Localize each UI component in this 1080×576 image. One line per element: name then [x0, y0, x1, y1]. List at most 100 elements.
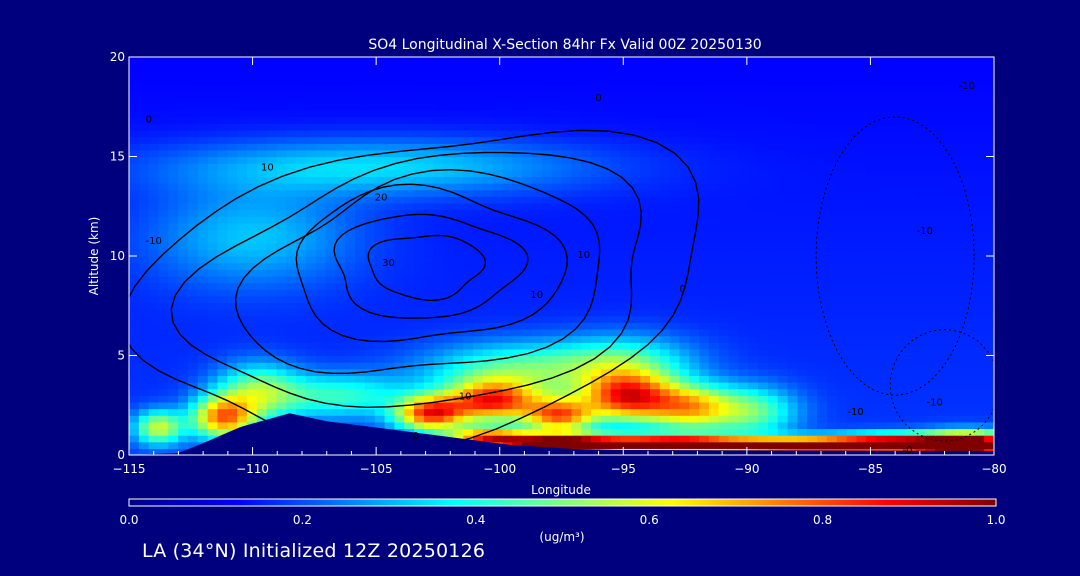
heatmap-cell [384, 176, 395, 184]
heatmap-cell [866, 382, 877, 390]
heatmap-cell [404, 110, 415, 118]
heatmap-cell [620, 163, 631, 171]
heatmap-cell [758, 202, 769, 211]
heatmap-cell [532, 262, 543, 270]
heatmap-cell [158, 229, 169, 237]
heatmap-cell [738, 408, 749, 416]
heatmap-cell [787, 421, 799, 430]
heatmap-cell [964, 256, 975, 264]
heatmap-cell [640, 76, 651, 85]
heatmap-cell [364, 209, 376, 217]
heatmap-cell [443, 96, 454, 105]
heatmap-cell [640, 136, 651, 144]
heatmap-cell [158, 421, 169, 430]
heatmap-cell [640, 209, 651, 217]
heatmap-cell [345, 222, 356, 231]
heatmap-cell [836, 322, 848, 330]
heatmap-cell [414, 269, 425, 277]
heatmap-cell [355, 256, 366, 264]
heatmap-cell [394, 275, 405, 284]
heatmap-cell [767, 328, 779, 337]
heatmap-cell [581, 421, 592, 430]
heatmap-cell [728, 395, 740, 403]
heatmap-cell [492, 335, 504, 343]
heatmap-cell [895, 136, 907, 144]
heatmap-cell [571, 110, 582, 118]
heatmap-cell [758, 362, 769, 370]
heatmap-cell [885, 222, 897, 231]
heatmap-cell [915, 382, 926, 390]
heatmap-cell [443, 163, 454, 171]
heatmap-cell [325, 103, 337, 111]
heatmap-cell [885, 242, 897, 250]
heatmap-cell [473, 189, 484, 197]
heatmap-cell [708, 355, 720, 363]
heatmap-cell [925, 229, 936, 237]
heatmap-cell [748, 428, 759, 436]
heatmap-cell [974, 262, 985, 270]
heatmap-cell [974, 382, 985, 390]
heatmap-cell [689, 282, 700, 290]
heatmap-cell [581, 388, 592, 396]
heatmap-cell [404, 249, 415, 257]
heatmap-cell [610, 110, 622, 118]
heatmap-cell [404, 309, 415, 317]
heatmap-cell [364, 103, 376, 111]
heatmap-cell [925, 408, 936, 416]
heatmap-cell [738, 421, 749, 430]
heatmap-cell [404, 415, 415, 423]
heatmap-cell [590, 169, 602, 177]
heatmap-cell [168, 76, 179, 85]
heatmap-cell [581, 96, 592, 105]
heatmap-cell [669, 229, 681, 237]
heatmap-cell [885, 275, 897, 284]
heatmap-cell [541, 368, 553, 376]
heatmap-cell [345, 110, 356, 118]
heatmap-cell [158, 395, 169, 403]
heatmap-cell [197, 163, 209, 171]
heatmap-cell [807, 275, 818, 284]
heatmap-cell [640, 189, 651, 197]
heatmap-cell [571, 348, 582, 357]
heatmap-cell [512, 249, 523, 257]
heatmap-cell [836, 222, 848, 231]
heatmap-cell [256, 302, 268, 310]
heatmap-cell [669, 202, 681, 211]
heatmap-cell [679, 163, 690, 171]
heatmap-cell [964, 275, 975, 284]
heatmap-cell [276, 322, 287, 330]
heatmap-cell [443, 275, 454, 284]
heatmap-cell [836, 428, 848, 436]
heatmap-cell [905, 328, 916, 337]
heatmap-cell [571, 96, 582, 105]
heatmap-cell [512, 156, 523, 164]
heatmap-cell [649, 309, 661, 317]
heatmap-cell [522, 408, 533, 416]
heatmap-cell [227, 289, 238, 297]
heatmap-cell [817, 176, 828, 184]
heatmap-cell [925, 202, 936, 211]
heatmap-cell [315, 275, 327, 284]
heatmap-cell [915, 149, 926, 158]
heatmap-cell [217, 289, 228, 297]
heatmap-cell [807, 421, 818, 430]
heatmap-cell [669, 401, 681, 410]
heatmap-cell [296, 282, 307, 290]
heatmap-cell [217, 83, 228, 91]
heatmap-cell [807, 202, 818, 211]
heatmap-cell [571, 335, 582, 343]
heatmap-cell [197, 229, 209, 237]
heatmap-cell [217, 96, 228, 105]
heatmap-cell [168, 202, 179, 211]
heatmap-cell [207, 176, 219, 184]
heatmap-cell [826, 348, 838, 357]
heatmap-cell [748, 189, 759, 197]
heatmap-cell [610, 96, 622, 105]
heatmap-cell [473, 196, 484, 204]
heatmap-cell [925, 309, 936, 317]
heatmap-cell [620, 368, 631, 376]
heatmap-cell [207, 116, 219, 124]
heatmap-cell [600, 116, 612, 124]
heatmap-cell [217, 388, 228, 396]
heatmap-cell [168, 375, 179, 383]
